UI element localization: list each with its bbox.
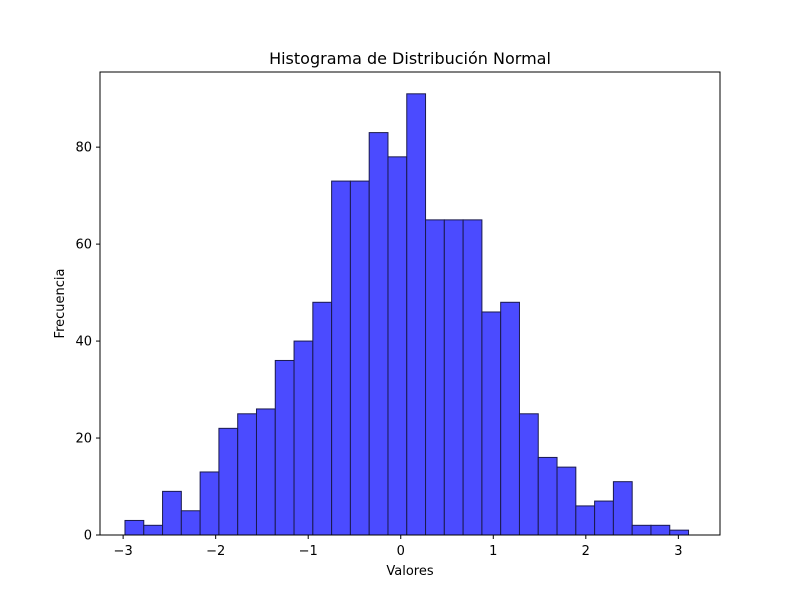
histogram-bar: [199, 471, 220, 536]
histogram-bar: [162, 490, 182, 536]
histogram-bar: [180, 510, 201, 536]
histogram-bar: [462, 219, 483, 536]
histogram-bar: [218, 427, 239, 536]
histogram-bar: [518, 413, 539, 536]
x-tick-label: 1: [489, 544, 497, 559]
y-tick-label: 80: [75, 141, 92, 156]
histogram-bar: [481, 311, 502, 536]
x-axis-label: Valores: [386, 564, 433, 579]
histogram-bar: [387, 156, 408, 536]
y-tick-label: 20: [75, 432, 92, 447]
histogram-bar: [594, 500, 614, 536]
histogram-bars: [124, 93, 690, 536]
histogram-bar: [537, 456, 558, 536]
histogram-bar: [425, 219, 445, 536]
x-tick-label: −1: [299, 544, 318, 559]
histogram-bar: [237, 413, 257, 536]
histogram-bar: [443, 219, 464, 536]
y-tick-label: 40: [75, 335, 92, 350]
x-tick-label: 3: [674, 544, 682, 559]
histogram-bar: [349, 180, 370, 536]
x-axis-ticks: −3 −2 −1 0 1 2 3: [114, 535, 682, 559]
histogram-bar: [331, 180, 351, 536]
chart-title: Histograma de Distribución Normal: [269, 49, 551, 68]
histogram-bar: [293, 340, 314, 536]
x-tick-label: 0: [397, 544, 405, 559]
histogram-bar: [556, 466, 577, 536]
histogram-bar: [650, 524, 671, 536]
x-tick-label: −2: [206, 544, 225, 559]
y-axis-ticks: 0 20 40 60 80: [75, 141, 100, 544]
histogram-bar: [124, 519, 145, 536]
plot-frame: [99, 71, 721, 536]
histogram-bar: [368, 132, 389, 536]
histogram-bar: [312, 301, 333, 536]
histogram-bar: [500, 301, 520, 536]
histogram-bar: [669, 529, 690, 536]
histogram-bar: [406, 93, 427, 536]
y-axis-label: Frecuencia: [53, 269, 68, 339]
histogram-bar: [612, 481, 633, 536]
histogram-bar: [255, 408, 276, 536]
x-tick-label: 2: [582, 544, 590, 559]
y-tick-label: 0: [84, 529, 92, 544]
histogram-bar: [274, 359, 295, 536]
x-tick-label: −3: [114, 544, 133, 559]
y-tick-label: 60: [75, 238, 92, 253]
histogram-bar: [575, 505, 596, 536]
histogram-bar: [143, 524, 164, 536]
histogram-bar: [631, 524, 652, 536]
